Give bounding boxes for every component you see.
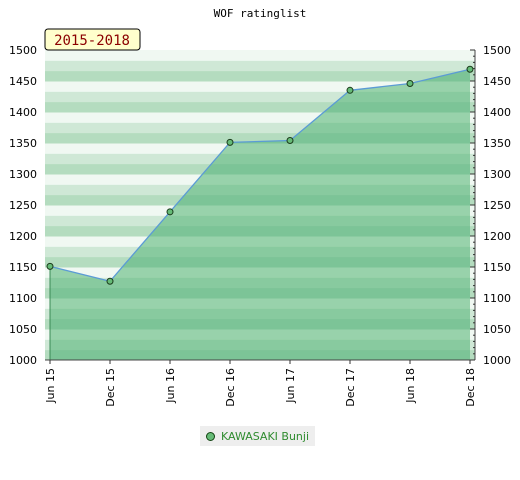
- area-band: [50, 215, 470, 227]
- y-tick-label-right: 1500: [483, 44, 511, 57]
- y-tick-label-right: 1150: [483, 261, 511, 274]
- y-tick-label-right: 1300: [483, 168, 511, 181]
- area-band: [50, 308, 470, 320]
- area-band: [50, 236, 470, 247]
- y-tick-label-left: 1350: [9, 137, 37, 150]
- y-tick-label-right: 1200: [483, 230, 511, 243]
- y-tick-label-right: 1250: [483, 199, 511, 212]
- data-point: [226, 138, 234, 146]
- area-band: [50, 205, 470, 216]
- y-tick-label-left: 1150: [9, 261, 37, 274]
- data-point: [46, 262, 54, 270]
- x-tick-label: Jun 18: [404, 368, 417, 404]
- range-badge-label: 2015-2018: [54, 33, 130, 49]
- y-tick-label-right: 1400: [483, 106, 511, 119]
- x-tick-label: Dec 15: [104, 368, 117, 407]
- y-tick-label-left: 1400: [9, 106, 37, 119]
- area-band: [50, 256, 470, 268]
- data-point: [286, 137, 294, 145]
- y-tick-label-right: 1050: [483, 323, 511, 336]
- area-band: [50, 339, 470, 351]
- legend-series-label: KAWASAKI Bunji: [221, 429, 310, 443]
- bg-band: [45, 70, 475, 82]
- area-band: [50, 298, 470, 309]
- y-tick-label-right: 1100: [483, 292, 511, 305]
- x-tick-label: Dec 17: [344, 368, 357, 407]
- area-band: [50, 174, 470, 185]
- area-band: [50, 163, 470, 175]
- area-band: [50, 153, 470, 165]
- bg-band: [45, 112, 475, 123]
- x-tick-label: Jun 17: [284, 368, 297, 404]
- data-point: [106, 277, 114, 285]
- area-band: [50, 267, 470, 278]
- x-tick-label: Dec 18: [464, 368, 477, 407]
- x-tick-label: Jun 15: [44, 368, 57, 404]
- data-point: [466, 65, 474, 73]
- data-point: [166, 208, 174, 216]
- area-band: [50, 329, 470, 340]
- y-tick-label-right: 1450: [483, 75, 511, 88]
- data-marks: [46, 65, 474, 285]
- data-point: [346, 86, 354, 94]
- area-band: [50, 277, 470, 289]
- y-tick-label-right: 1000: [483, 354, 511, 367]
- bg-band: [45, 132, 475, 144]
- x-tick-label: Dec 16: [224, 368, 237, 407]
- series-line: [49, 68, 471, 282]
- y-tick-label-right: 1350: [483, 137, 511, 150]
- y-tick-label-left: 1100: [9, 292, 37, 305]
- area-band: [50, 349, 470, 360]
- range-badge-box: [44, 28, 141, 51]
- axes: 1000 1000 1050 1050 1100 1100 1150 1150 1200 1200…: [9, 44, 511, 407]
- y-tick-label-left: 1200: [9, 230, 37, 243]
- range-badge: 2015-2018: [44, 28, 141, 51]
- bg-band: [45, 81, 475, 92]
- bg-band: [45, 122, 475, 134]
- y-tick-label-left: 1450: [9, 75, 37, 88]
- legend: KAWASAKI Bunji: [200, 426, 316, 446]
- y-tick-label-left: 1300: [9, 168, 37, 181]
- area-band: [50, 287, 470, 299]
- y-tick-label-left: 1500: [9, 44, 37, 57]
- area-band: [50, 184, 470, 196]
- legend-marker-icon: [206, 431, 215, 441]
- area-band: [50, 246, 470, 258]
- bg-band: [45, 101, 475, 113]
- bg-band: [45, 91, 475, 103]
- bg-band: [45, 60, 475, 72]
- y-tick-label-left: 1000: [9, 354, 37, 367]
- y-tick-label-left: 1250: [9, 199, 37, 212]
- area-band: [50, 318, 470, 330]
- data-point: [406, 79, 414, 87]
- x-tick-label: Jun 16: [164, 368, 177, 404]
- chart-title: WOF ratinglist: [214, 7, 307, 20]
- area-band: [50, 225, 470, 237]
- bg-band: [45, 50, 475, 61]
- area-band: [50, 143, 470, 154]
- y-tick-label-left: 1050: [9, 323, 37, 336]
- area-band: [50, 194, 470, 206]
